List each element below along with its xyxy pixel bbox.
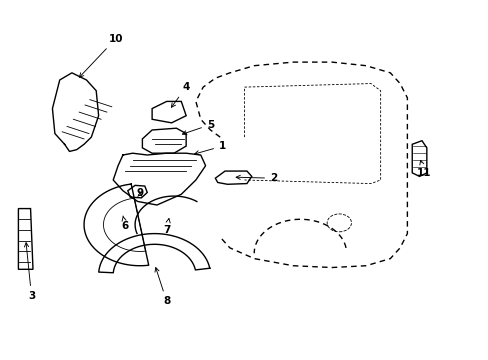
Text: 11: 11	[416, 161, 431, 178]
Text: 9: 9	[136, 188, 143, 198]
Text: 2: 2	[236, 173, 277, 183]
Text: 5: 5	[182, 120, 214, 135]
Text: 4: 4	[171, 82, 189, 107]
Text: 7: 7	[163, 219, 170, 235]
Text: 10: 10	[79, 34, 122, 77]
Text: 6: 6	[122, 216, 129, 231]
Text: 3: 3	[24, 243, 35, 301]
Text: 1: 1	[194, 141, 226, 155]
Text: 8: 8	[155, 267, 170, 306]
